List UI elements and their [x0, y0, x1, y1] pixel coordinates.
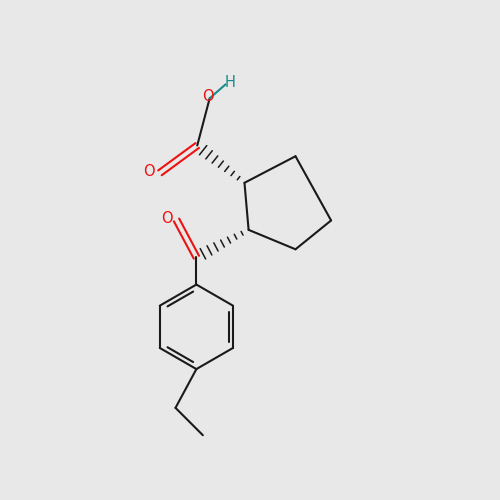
Text: H: H [224, 76, 235, 90]
Text: O: O [160, 211, 172, 226]
Text: O: O [143, 164, 155, 180]
Text: O: O [202, 90, 214, 104]
